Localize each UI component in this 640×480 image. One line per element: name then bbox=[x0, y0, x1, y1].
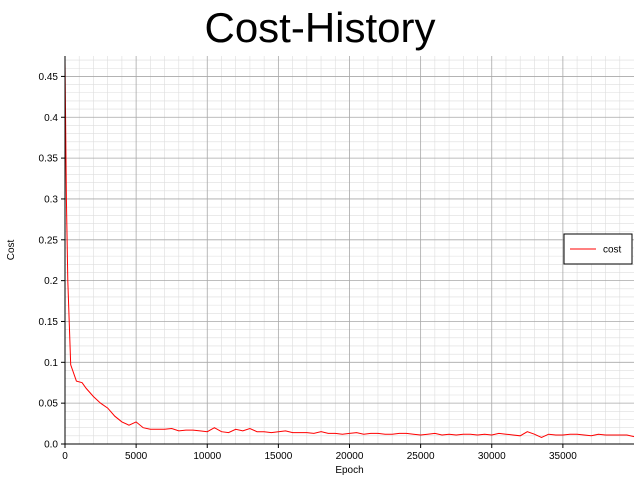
x-tick-label: 25000 bbox=[407, 451, 435, 462]
y-tick-label: 0.15 bbox=[39, 317, 59, 328]
x-tick-label: 10000 bbox=[193, 451, 221, 462]
series-layer bbox=[64, 60, 635, 439]
series-line-cost bbox=[64, 60, 635, 439]
x-tick-label: 15000 bbox=[264, 451, 292, 462]
y-tick-label: 0.45 bbox=[39, 72, 59, 83]
y-tick-label: 0.05 bbox=[39, 399, 59, 410]
y-tick-label: 0.1 bbox=[44, 358, 58, 369]
x-tick-label: 35000 bbox=[549, 451, 577, 462]
tick-labels: 0 5000 10000 15000 20000 25000 30000 35000 0.0 0.… bbox=[39, 72, 578, 462]
x-tick-label: 0 bbox=[62, 451, 68, 462]
x-axis-label: Epoch bbox=[335, 465, 363, 476]
y-tick-label: 0.0 bbox=[44, 440, 58, 451]
chart-title: Cost-History bbox=[204, 4, 436, 51]
y-axis-label: Cost bbox=[6, 239, 17, 260]
y-tick-label: 0.3 bbox=[44, 194, 58, 205]
x-tick-label: 30000 bbox=[478, 451, 506, 462]
y-tick-label: 0.2 bbox=[44, 276, 58, 287]
x-tick-label: 5000 bbox=[125, 451, 148, 462]
axes bbox=[61, 56, 634, 448]
legend-label-cost: cost bbox=[603, 245, 622, 256]
x-tick-label: 20000 bbox=[336, 451, 364, 462]
y-tick-label: 0.4 bbox=[44, 113, 58, 124]
legend: cost bbox=[563, 233, 633, 265]
y-tick-label: 0.25 bbox=[39, 235, 59, 246]
grid bbox=[64, 56, 634, 445]
y-tick-label: 0.35 bbox=[39, 154, 59, 165]
